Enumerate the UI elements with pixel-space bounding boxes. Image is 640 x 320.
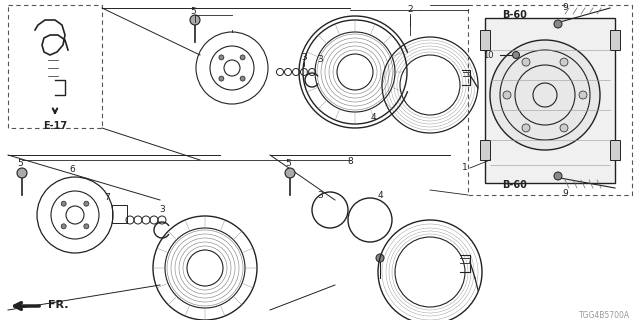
Bar bbox=[8, 5, 102, 128]
Bar bbox=[112, 205, 127, 223]
Circle shape bbox=[219, 76, 224, 81]
Circle shape bbox=[84, 201, 89, 206]
Circle shape bbox=[61, 201, 66, 206]
Circle shape bbox=[560, 124, 568, 132]
Circle shape bbox=[490, 40, 600, 150]
Bar bbox=[610, 140, 620, 160]
Text: 5: 5 bbox=[17, 159, 23, 169]
Circle shape bbox=[240, 76, 245, 81]
Text: B-60: B-60 bbox=[502, 10, 527, 20]
Text: 5: 5 bbox=[190, 7, 196, 17]
Text: 4: 4 bbox=[377, 191, 383, 201]
Bar bbox=[468, 5, 632, 195]
Circle shape bbox=[522, 58, 530, 66]
Circle shape bbox=[560, 58, 568, 66]
Circle shape bbox=[503, 91, 511, 99]
Circle shape bbox=[190, 15, 200, 25]
Text: 6: 6 bbox=[69, 165, 75, 174]
Text: 3: 3 bbox=[317, 191, 323, 201]
Circle shape bbox=[513, 52, 520, 59]
Text: FR.: FR. bbox=[48, 300, 68, 310]
Text: 3: 3 bbox=[317, 55, 323, 65]
Circle shape bbox=[579, 91, 587, 99]
Bar bbox=[480, 140, 490, 160]
Text: B-60: B-60 bbox=[502, 180, 527, 190]
Text: 7: 7 bbox=[104, 194, 110, 203]
Text: 3: 3 bbox=[301, 53, 307, 62]
Text: E-17: E-17 bbox=[43, 121, 67, 131]
Circle shape bbox=[61, 224, 66, 229]
Bar bbox=[480, 30, 490, 50]
Bar bbox=[485, 18, 615, 183]
Circle shape bbox=[17, 168, 27, 178]
Circle shape bbox=[554, 20, 562, 28]
Text: 1: 1 bbox=[462, 164, 468, 172]
Text: 8: 8 bbox=[347, 157, 353, 166]
Text: 9: 9 bbox=[562, 4, 568, 12]
Circle shape bbox=[219, 55, 224, 60]
Circle shape bbox=[554, 172, 562, 180]
Bar bbox=[610, 30, 620, 50]
Text: 4: 4 bbox=[370, 114, 376, 123]
Circle shape bbox=[84, 224, 89, 229]
Circle shape bbox=[522, 124, 530, 132]
Text: 5: 5 bbox=[285, 159, 291, 169]
Text: TGG4B5700A: TGG4B5700A bbox=[579, 310, 630, 319]
Text: 2: 2 bbox=[407, 5, 413, 14]
Text: 9: 9 bbox=[562, 189, 568, 198]
Circle shape bbox=[376, 254, 384, 262]
Text: 10: 10 bbox=[483, 51, 494, 60]
Text: 3: 3 bbox=[159, 205, 165, 214]
Circle shape bbox=[240, 55, 245, 60]
Circle shape bbox=[285, 168, 295, 178]
